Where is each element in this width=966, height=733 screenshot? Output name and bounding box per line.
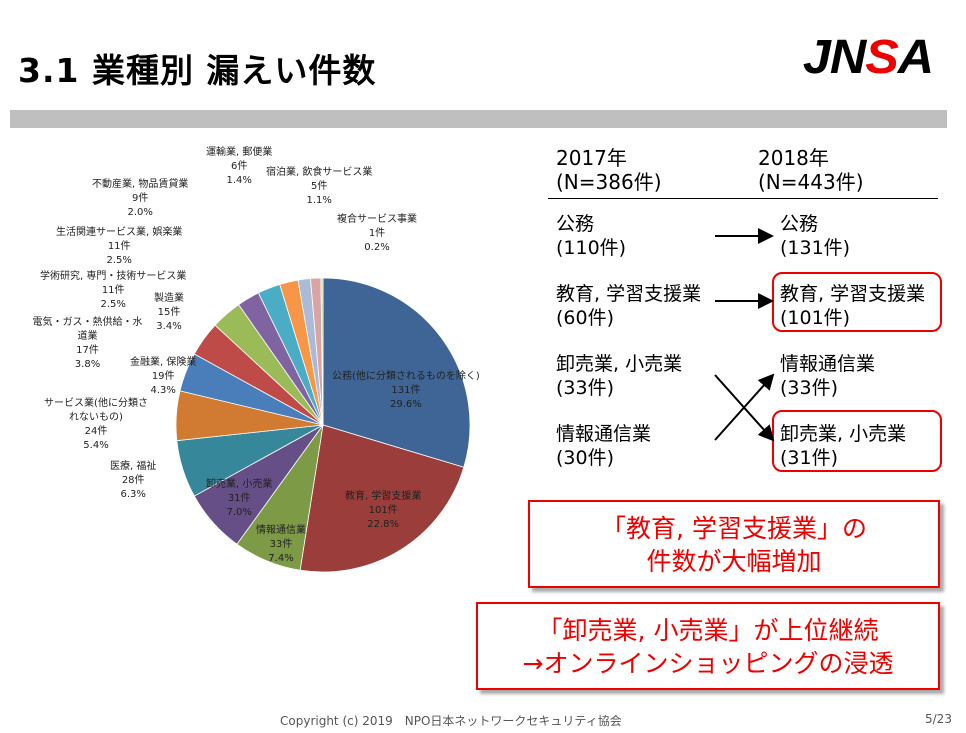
slice-label: 医療, 福祉 28件 6.3%: [110, 460, 156, 502]
slice-label: 金融業, 保険業 19件 4.3%: [130, 356, 196, 398]
slice-label-count: 24件: [84, 426, 108, 437]
slice-label: 公務(他に分類されるものを除く) 131件 29.6%: [332, 370, 480, 412]
slice-label: 不動産業, 物品賃貸業 9件 2.0%: [92, 178, 188, 220]
pie-slice: [299, 424, 465, 573]
slice-label-label: 金融業, 保険業: [130, 357, 197, 368]
slice-label-count: 9件: [131, 193, 149, 204]
slice-label-count: 6件: [230, 161, 248, 172]
slice-label-percent: 2.5%: [100, 299, 126, 310]
slice-label-count: 1件: [368, 228, 386, 239]
slice-label-percent: 1.1%: [306, 195, 332, 206]
rank-2017-3: 卸売業, 小売業 (33件): [556, 353, 683, 399]
slice-label-percent: 3.8%: [74, 359, 101, 370]
rank-2017-2: 教育, 学習支援業 (60件): [556, 283, 702, 329]
rank-2018-3: 情報通信業 (33件): [780, 353, 876, 399]
slice-label-percent: 0.2%: [364, 242, 390, 253]
slice-label: 情報通信業 33件 7.4%: [256, 524, 306, 566]
slice-label-label: 宿泊業, 飲食サービス業: [266, 167, 373, 178]
slice-label-count: 19件: [151, 371, 175, 382]
slice-label-count: 33件: [269, 539, 293, 550]
slice-label: 生活関連サービス業, 娯楽業 11件 2.5%: [56, 226, 182, 268]
rank-2018-4: 卸売業, 小売業 (31件): [780, 423, 907, 469]
slice-label-label: 学術研究, 専門・技術サービス業: [40, 271, 187, 282]
pie-slice: [320, 277, 324, 426]
slice-label-label: サービス業(他に分類されないもの): [44, 398, 148, 423]
slice-label-label: 情報通信業: [256, 525, 306, 536]
copyright: Copyright (c) 2019 NPO日本ネットワークセキュリティ協会: [280, 714, 622, 728]
slide-title: 3.1 業種別 漏えい件数: [18, 51, 377, 90]
slice-label-percent: 1.4%: [226, 175, 252, 186]
slice-label-count: 5件: [310, 181, 328, 192]
slice-label-percent: 2.0%: [127, 207, 153, 218]
slice-label-count: 17件: [76, 345, 99, 356]
rank-2018-2: 教育, 学習支援業 (101件): [780, 283, 926, 329]
header-divider: [548, 198, 938, 199]
slice-label: 学術研究, 専門・技術サービス業 11件 2.5%: [40, 270, 186, 312]
arrow-icon: [714, 373, 775, 441]
title-divider-bar: [10, 110, 947, 128]
slice-label-percent: 3.4%: [156, 321, 182, 332]
callout-education: 「教育, 学習支援業」の 件数が大幅増加: [528, 500, 940, 588]
slice-label: 卸売業, 小売業 31件 7.0%: [206, 478, 272, 520]
slice-label: サービス業(他に分類されないもの) 24件 5.4%: [44, 397, 148, 453]
slice-label-count: 11件: [101, 285, 125, 296]
slice-label-label: 運輸業, 郵便業: [206, 147, 273, 158]
rank-2017-4: 情報通信業 (30件): [556, 423, 652, 469]
slice-label-count: 28件: [121, 475, 145, 486]
slice-label-label: 製造業: [154, 293, 184, 304]
slice-label-percent: 7.4%: [268, 553, 294, 564]
pie-chart: [175, 277, 471, 573]
header-2018: 2018年 (N=443件): [758, 146, 864, 194]
slice-label-label: 生活関連サービス業, 娯楽業: [56, 227, 183, 238]
page-number: 5/23: [925, 712, 952, 726]
slice-label-count: 11件: [107, 241, 131, 252]
slice-label-label: 教育, 学習支援業: [345, 491, 422, 502]
slice-label: 教育, 学習支援業 101件 22.8%: [345, 490, 421, 532]
slice-label: 電気・ガス・熱供給・水道業 17件 3.8%: [30, 316, 145, 372]
slice-label: 宿泊業, 飲食サービス業 5件 1.1%: [266, 166, 372, 208]
rank-2018-1: 公務 (131件): [780, 213, 851, 259]
slice-label-label: 卸売業, 小売業: [206, 479, 273, 490]
slice-label: 製造業 15件 3.4%: [154, 292, 184, 334]
slice-label-percent: 5.4%: [83, 440, 109, 451]
slice-label-label: 不動産業, 物品賃貸業: [92, 179, 189, 190]
slice-label-label: 公務(他に分類されるものを除く): [332, 371, 480, 382]
slice-label-percent: 6.3%: [120, 489, 146, 500]
slice-label-label: 複合サービス事業: [337, 214, 417, 225]
slice-label-count: 101件: [368, 505, 398, 516]
slice-label-percent: 7.0%: [226, 507, 252, 518]
slice-label-count: 131件: [391, 385, 421, 396]
slice-label-percent: 2.5%: [106, 255, 132, 266]
slice-label-count: 15件: [157, 307, 181, 318]
slice-label: 複合サービス事業 1件 0.2%: [337, 213, 417, 255]
slice-label-percent: 22.8%: [367, 519, 400, 530]
callout-retail: 「卸売業, 小売業」が上位継続 →オンラインショッピングの浸透: [476, 602, 940, 690]
slice-label-percent: 29.6%: [390, 399, 422, 410]
rank-2017-1: 公務 (110件): [556, 213, 627, 259]
jnsa-logo: JNSA: [802, 31, 934, 84]
slice-label-label: 電気・ガス・熱供給・水道業: [32, 317, 143, 342]
slice-label-count: 31件: [227, 493, 251, 504]
slice-label: 運輸業, 郵便業 6件 1.4%: [206, 146, 272, 188]
slice-label-percent: 4.3%: [150, 385, 176, 396]
slice-label-label: 医療, 福祉: [110, 461, 157, 472]
header-2017: 2017年 (N=386件): [556, 146, 662, 194]
pie-slice: [322, 277, 471, 468]
